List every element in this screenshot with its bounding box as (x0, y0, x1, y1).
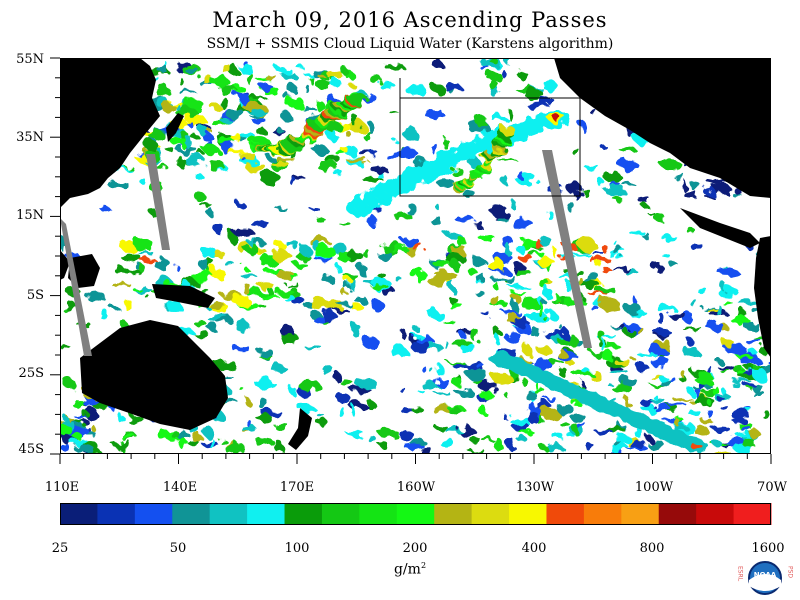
lon-label-160w: 160W (396, 480, 436, 495)
land-masses (60, 58, 771, 450)
lon-label-100w: 100W (634, 480, 674, 495)
colorbar-cell (284, 503, 323, 525)
north-america-land (554, 58, 771, 198)
colorbar-cell (583, 503, 622, 525)
sumatra-land (60, 250, 70, 280)
colorbar-label-800: 800 (639, 541, 665, 556)
lat-label-5s: 5S (26, 288, 44, 303)
cloud-liquid-water-map (60, 58, 771, 454)
colorbar-cell (359, 503, 398, 525)
swath-gap-1 (146, 154, 170, 250)
map-title: March 09, 2016 Ascending Passes (212, 8, 608, 32)
asia-land (60, 58, 160, 208)
colorbar-cell (209, 503, 248, 525)
swath-gap-2 (60, 218, 92, 356)
cloud-liquid-water-field (60, 58, 771, 454)
lat-label-35n: 35N (16, 130, 44, 145)
colorbar-units: g/m2 (393, 561, 427, 578)
colorbar-cell (247, 503, 286, 525)
colorbar-label-200: 200 (402, 541, 428, 556)
psd-logo-text: PSD (787, 566, 794, 578)
colorbar-label-1600: 1600 (751, 541, 785, 556)
japan-land (166, 113, 184, 142)
colorbar-cell (471, 503, 510, 525)
colorbar-cell (396, 503, 435, 525)
colorbar-cell (321, 503, 360, 525)
colorbar-cell (509, 503, 547, 525)
new-guinea-land (152, 284, 215, 308)
colorbar-label-100: 100 (284, 541, 310, 556)
lat-label-15n: 15N (16, 208, 44, 223)
lon-label-130w: 130W (515, 480, 555, 495)
colorbar-cell (134, 503, 173, 525)
colorbar-cell (172, 503, 211, 525)
lon-label-170e: 170E (279, 480, 315, 495)
colorbar (60, 503, 772, 525)
colorbar-cell (658, 503, 697, 525)
new-zealand-land (288, 408, 312, 450)
central-america-land (680, 208, 760, 248)
lon-label-70w: 70W (757, 480, 787, 495)
lat-label-45s: 45S (18, 442, 44, 457)
swath-gaps (60, 150, 592, 356)
lon-label-110e: 110E (44, 480, 80, 495)
swath-gap-3 (542, 150, 592, 348)
colorbar-label-50: 50 (169, 541, 187, 556)
colorbar-label-400: 400 (521, 541, 547, 556)
australia-land (80, 320, 228, 430)
colorbar-cell (621, 503, 660, 525)
noaa-logo-text: NOAA (754, 571, 777, 579)
colorbar-cell (696, 503, 735, 525)
colorbar-cell (60, 503, 98, 525)
map-subtitle: SSM/I + SSMIS Cloud Liquid Water (Karste… (206, 36, 614, 52)
lon-label-140e: 140E (162, 480, 198, 495)
colorbar-cell (434, 503, 473, 525)
colorbar-cell (546, 503, 585, 525)
noaa-logo: NOAA ESRL PSD (737, 561, 794, 595)
region-box (399, 97, 581, 197)
colorbar-cell (733, 503, 772, 525)
map-frame (60, 58, 771, 454)
esrl-logo-text: ESRL (737, 566, 744, 582)
lat-label-25s: 25S (18, 366, 44, 381)
lat-label-55n: 55N (16, 52, 44, 67)
colorbar-label-25: 25 (51, 541, 69, 556)
colorbar-cell (97, 503, 136, 525)
south-america-land (754, 236, 771, 358)
